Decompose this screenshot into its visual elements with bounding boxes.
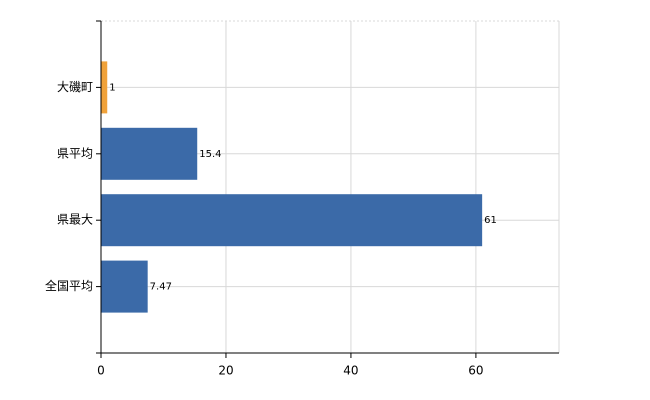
x-tick-label: 60 bbox=[468, 364, 483, 378]
y-tick-label: 県平均 bbox=[57, 146, 93, 160]
value-label: 61 bbox=[484, 215, 497, 226]
x-tick-label: 20 bbox=[218, 364, 233, 378]
bar bbox=[101, 61, 108, 114]
value-label: 7.47 bbox=[150, 282, 172, 293]
value-label: 1 bbox=[109, 82, 115, 93]
bar bbox=[101, 260, 148, 313]
y-tick-label: 大磯町 bbox=[57, 80, 93, 94]
x-tick-label: 40 bbox=[343, 364, 358, 378]
bar bbox=[101, 194, 483, 247]
x-tick-label: 0 bbox=[97, 364, 105, 378]
y-tick-label: 全国平均 bbox=[45, 278, 93, 293]
y-tick-label: 県最大 bbox=[57, 213, 93, 227]
bar bbox=[101, 127, 198, 180]
value-label: 15.4 bbox=[199, 149, 221, 160]
